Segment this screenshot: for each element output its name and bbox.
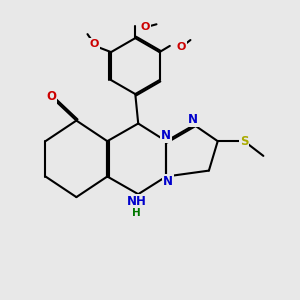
Text: O: O [141, 22, 150, 32]
Text: O: O [46, 91, 56, 103]
Text: N: N [161, 129, 171, 142]
Text: O: O [90, 39, 99, 49]
Text: O: O [176, 42, 186, 52]
Text: N: N [188, 113, 198, 126]
Text: NH: NH [127, 195, 147, 208]
Text: S: S [240, 135, 248, 148]
Text: H: H [132, 208, 141, 218]
Text: N: N [163, 175, 173, 188]
